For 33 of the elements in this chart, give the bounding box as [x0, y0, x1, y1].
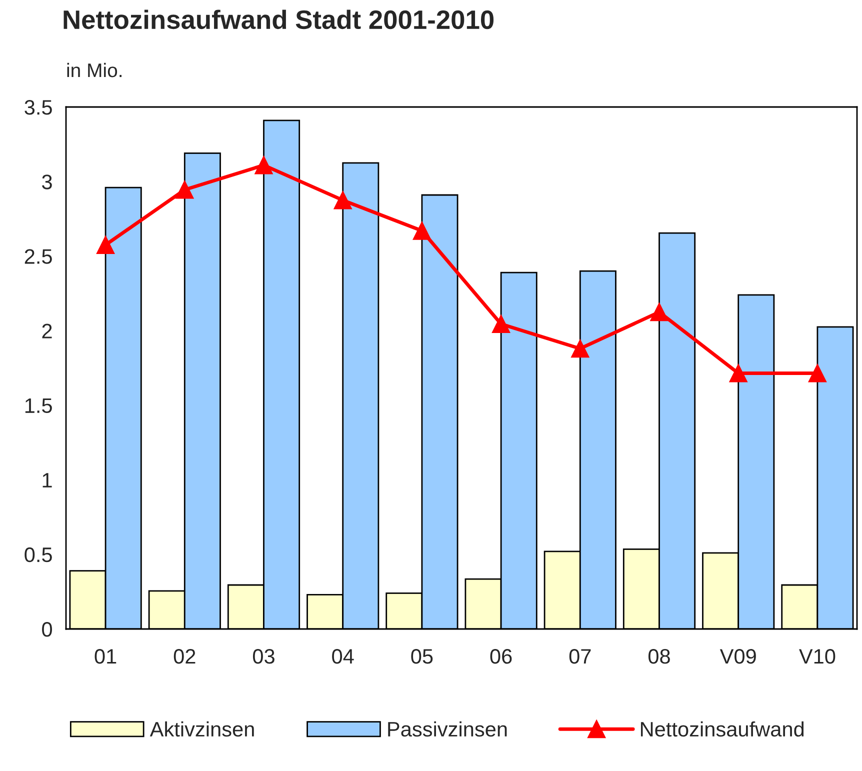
y-tick-label: 0.5 [24, 547, 52, 562]
legend-label: Nettozinsaufwand [640, 721, 804, 737]
point [571, 340, 590, 358]
y-tick-label: 3 [42, 174, 52, 190]
y-tick-label: 0 [42, 622, 52, 637]
y-tick-label: 3.5 [24, 100, 52, 115]
x-tick-label: 08 [648, 648, 670, 664]
point [650, 303, 668, 322]
x-tick-label: 05 [411, 648, 433, 664]
x-tick-label: 07 [569, 648, 591, 664]
y-tick-label: 2.5 [24, 249, 52, 264]
chart-title: Nettozinsaufwand Stadt 2001-2010 [64, 10, 494, 30]
y-tick-label: 1 [42, 473, 52, 488]
legend-label: Passivzinsen [388, 721, 507, 737]
x-tick-label: V09 [720, 648, 756, 664]
x-tick-label: 02 [174, 648, 196, 664]
x-tick-label: 03 [252, 648, 274, 664]
point [254, 156, 273, 174]
point [808, 364, 826, 382]
point [412, 222, 431, 240]
x-tick-label: 06 [490, 648, 512, 664]
point [334, 191, 352, 210]
y-tick-label: 1.5 [25, 398, 52, 414]
chart-subtitle: in Mio. [67, 62, 122, 78]
point [176, 180, 194, 199]
point [729, 364, 748, 382]
point [96, 236, 115, 254]
x-tick-label: 04 [332, 648, 354, 664]
y-tick-label: 2 [42, 324, 52, 338]
legend-label: Aktivzinsen [150, 721, 254, 737]
point [492, 314, 510, 334]
x-tick-label: V10 [799, 648, 836, 664]
x-tick-label: 01 [94, 648, 116, 664]
